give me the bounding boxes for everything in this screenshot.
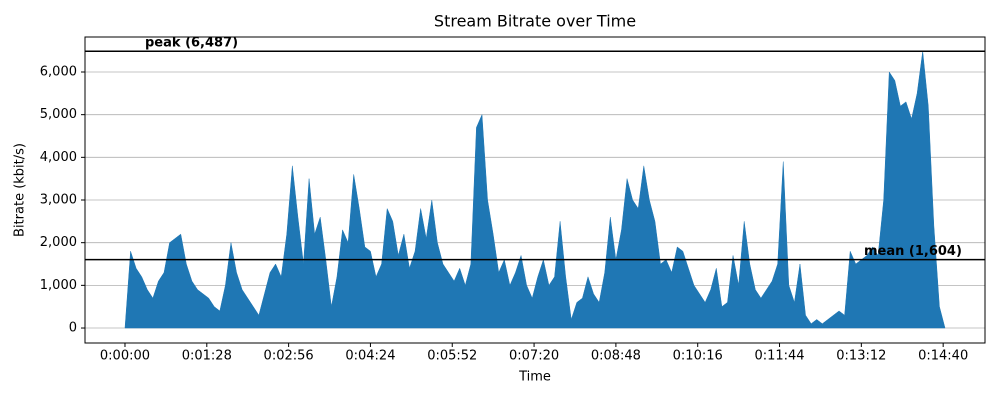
y-tick-label: 0 bbox=[69, 321, 77, 336]
y-axis-label: Bitrate (kbit/s) bbox=[13, 143, 28, 237]
x-tick-label: 0:14:40 bbox=[918, 349, 968, 364]
y-tick-label: 5,000 bbox=[40, 107, 77, 122]
y-tick-label: 3,000 bbox=[40, 193, 77, 208]
x-tick-label: 0:04:24 bbox=[345, 349, 395, 364]
x-tick-label: 0:07:20 bbox=[509, 349, 559, 364]
y-tick-label: 6,000 bbox=[40, 64, 77, 79]
x-tick-label: 0:01:28 bbox=[182, 349, 232, 364]
y-tick-label: 2,000 bbox=[40, 235, 77, 250]
reference-label: peak (6,487) bbox=[145, 36, 238, 51]
x-tick-label: 0:10:16 bbox=[673, 349, 723, 364]
x-tick-label: 0:11:44 bbox=[754, 349, 804, 364]
x-axis-label: Time bbox=[518, 370, 551, 385]
y-tick-label: 4,000 bbox=[40, 150, 77, 165]
x-tick-label: 0:00:00 bbox=[100, 349, 150, 364]
x-tick-label: 0:02:56 bbox=[264, 349, 314, 364]
reference-label: mean (1,604) bbox=[864, 244, 962, 259]
chart-title: Stream Bitrate over Time bbox=[434, 12, 636, 31]
area bbox=[124, 51, 946, 329]
plot-frame bbox=[84, 36, 986, 344]
x-tick-label: 0:08:48 bbox=[591, 349, 641, 364]
y-tick-label: 1,000 bbox=[40, 278, 77, 293]
x-tick-label: 0:05:52 bbox=[427, 349, 477, 364]
x-tick-label: 0:13:12 bbox=[836, 349, 886, 364]
